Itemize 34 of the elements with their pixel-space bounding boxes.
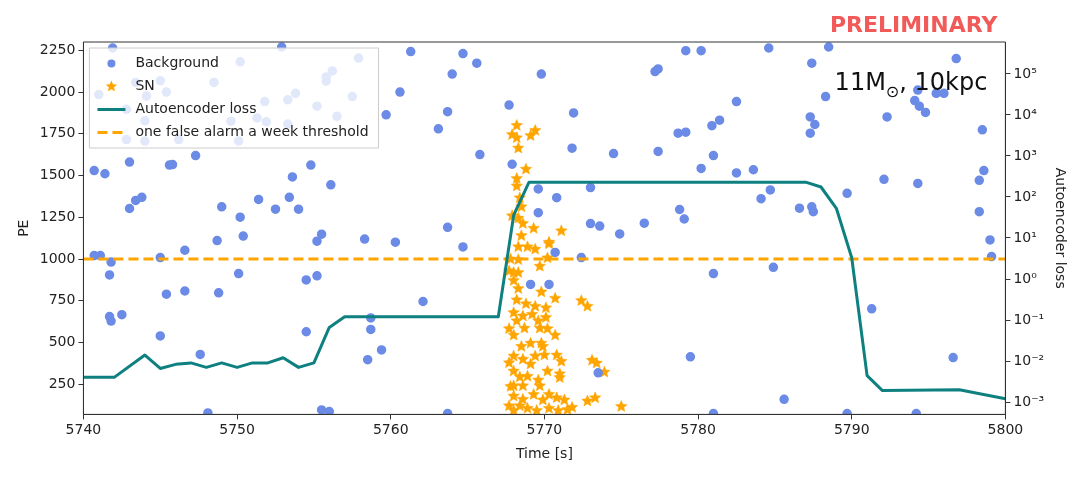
- y2-axis-title: Autoencoder loss: [1052, 167, 1069, 289]
- y2-tick-label: 10²: [1013, 187, 1037, 204]
- y2-tick-label: 10⁰: [1013, 269, 1038, 286]
- y-tick-label: 1500: [39, 166, 76, 183]
- y-tick-label: 1750: [39, 124, 76, 141]
- y2-tick-label: 10¹: [1013, 228, 1037, 245]
- y-tick-label: 750: [48, 291, 76, 308]
- y2-tick-label: 10⁻¹: [1013, 310, 1045, 327]
- y2-tick-label: 10⁵: [1013, 64, 1037, 81]
- legend-label: Autoencoder loss: [135, 100, 257, 117]
- y-axis-title: PE: [15, 219, 32, 237]
- y-tick-label: 2000: [39, 82, 76, 99]
- x-axis-title: Time [s]: [514, 445, 573, 462]
- text: PRELIMINARY: [829, 12, 999, 37]
- x-tick-label: 5740: [65, 421, 102, 438]
- x-tick-label: 5770: [526, 421, 563, 438]
- x-tick-label: 5760: [372, 421, 409, 438]
- y-tick-label: 2250: [39, 40, 76, 57]
- annotation: 11M⊙, 10kpc: [834, 68, 988, 102]
- x-tick-label: 5750: [219, 421, 255, 438]
- legend-label: Background: [135, 54, 219, 71]
- y2-tick-label: 10⁻²: [1013, 351, 1045, 368]
- legend-label: one false alarm a week threshold: [135, 123, 369, 140]
- y-tick-label: 500: [48, 333, 76, 350]
- x-tick-label: 5790: [833, 421, 870, 438]
- y-tick-label: 1250: [39, 207, 76, 224]
- legend-label: SN: [135, 77, 155, 94]
- y2-tick-label: 10⁴: [1013, 105, 1038, 122]
- x-tick-label: 5800: [987, 421, 1024, 438]
- y-tick-label: 1000: [39, 249, 76, 266]
- y-tick-label: 250: [48, 374, 76, 391]
- y2-tick-label: 10³: [1013, 146, 1037, 163]
- x-tick-label: 5780: [680, 421, 716, 438]
- y2-tick-label: 10⁻³: [1013, 392, 1045, 409]
